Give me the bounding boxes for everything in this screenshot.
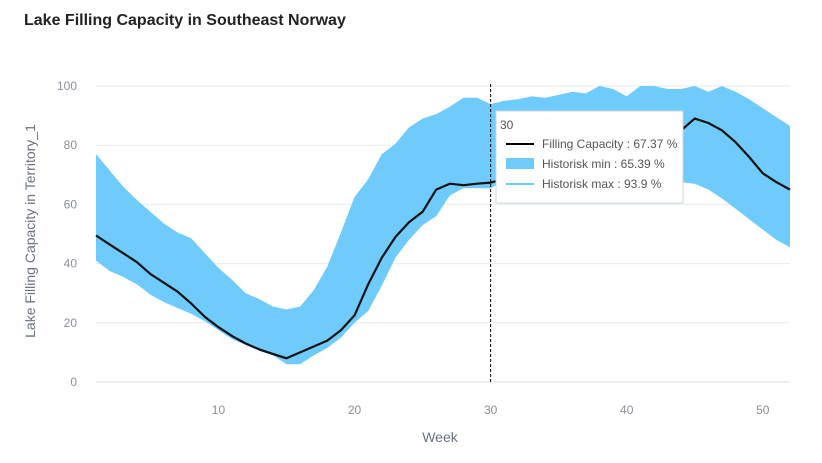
x-tick-label: 30: [484, 403, 498, 417]
x-tick-label: 10: [212, 403, 226, 417]
tooltip-header: 30: [500, 118, 514, 132]
y-tick-label: 20: [64, 316, 78, 330]
tooltip-item-label: Historisk min : 65.39 %: [542, 157, 665, 171]
chart-title: Lake Filling Capacity in Southeast Norwa…: [24, 12, 346, 29]
x-tick-label: 40: [620, 403, 634, 417]
tooltip-item-label: Filling Capacity : 67.37 %: [542, 137, 678, 151]
tooltip: [495, 110, 684, 204]
y-tick-label: 80: [64, 138, 78, 152]
y-tick-label: 60: [64, 197, 78, 211]
y-tick-label: 40: [64, 257, 78, 271]
x-tick-label: 20: [348, 403, 362, 417]
y-tick-label: 0: [70, 375, 77, 389]
tooltip-swatch: [506, 158, 534, 169]
y-axis-label: Lake Filling Capacity in Territory_1: [22, 124, 38, 338]
tooltip-item-label: Historisk max : 93.9 %: [542, 177, 662, 191]
x-axis-label: Week: [422, 429, 459, 445]
x-tick-label: 50: [756, 403, 770, 417]
y-tick-label: 100: [57, 79, 77, 93]
